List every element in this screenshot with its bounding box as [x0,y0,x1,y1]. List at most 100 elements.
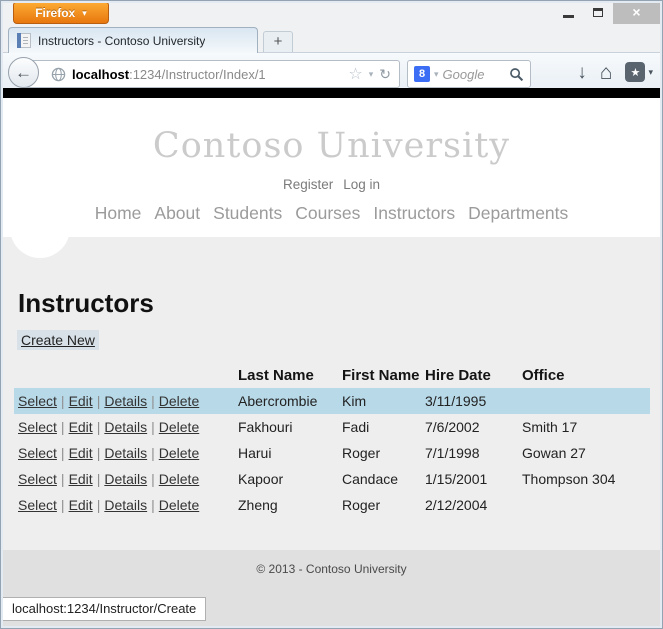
action-separator: | [60,471,65,487]
url-path: :1234/Instructor/Index/1 [129,66,266,82]
nav-item-home[interactable]: Home [94,203,142,223]
cell-office [522,492,650,518]
search-input[interactable]: Google [442,66,485,82]
cell-hire-date: 1/15/2001 [425,471,488,487]
tab-bar: Instructors - Contoso University + [0,26,663,53]
close-button[interactable]: × [613,0,660,24]
cell-office: Smith 17 [522,419,578,435]
url-host: localhost [72,66,130,82]
table-body: Select | Edit | Details | Delete Abercrombie Kim… [14,388,650,518]
table-row: Select | Edit | Details | Delete Zheng Roger 2/12… [14,492,650,518]
delete-link[interactable]: Delete [158,471,200,487]
nav-item-departments[interactable]: Departments [468,203,569,223]
globe-icon [51,67,66,81]
column-last-name: Last Name [238,367,314,384]
minimize-icon [562,15,574,18]
back-button[interactable]: ← [8,57,39,88]
maximize-button[interactable] [583,0,613,24]
chevron-down-icon: ▾ [648,66,653,77]
tab-instructors[interactable]: Instructors - Contoso University [8,27,258,53]
row-actions: Select | Edit | Details | Delete [14,440,238,466]
select-link[interactable]: Select [18,471,57,487]
table-row: Select | Edit | Details | Delete Abercrombie Kim… [14,388,650,414]
action-separator: | [151,445,155,461]
column-first-name: First Name [342,367,420,384]
row-actions: Select | Edit | Details | Delete [14,388,238,414]
edit-link[interactable]: Edit [68,393,93,409]
edit-link[interactable]: Edit [68,445,93,461]
downloads-icon[interactable]: ↓ [577,61,587,83]
cell-hire-date: 7/6/2002 [425,419,480,435]
title-bar: Firefox ▾ × [0,0,663,26]
nav-item-courses[interactable]: Courses [295,203,361,223]
page-footer: © 2013 - Contoso University [0,550,663,626]
cell-last-name: Abercrombie [238,393,318,409]
cell-first-name: Candace [342,471,399,487]
chevron-down-icon[interactable]: ▾ [434,68,439,79]
cell-hire-date: 3/11/1995 [425,393,487,409]
reload-icon[interactable]: ↻ [379,65,391,82]
details-link[interactable]: Details [104,419,148,435]
edit-link[interactable]: Edit [68,419,93,435]
page-title: Instructors [18,288,154,318]
details-link[interactable]: Details [104,393,148,409]
action-separator: | [96,445,101,461]
row-actions: Select | Edit | Details | Delete [14,466,238,492]
column-hire-date: Hire Date [425,367,491,384]
nav-item-instructors[interactable]: Instructors [373,203,456,223]
nav-item-students[interactable]: Students [213,203,283,223]
nav-item-about[interactable]: About [154,203,201,223]
minimize-button[interactable] [553,0,583,24]
bookmark-star-icon[interactable]: ☆ [348,66,363,83]
edit-link[interactable]: Edit [68,471,93,487]
site-title: Contoso University [152,126,511,166]
search-icon[interactable] [509,67,524,82]
close-icon: × [632,4,641,20]
action-separator: | [60,419,65,435]
row-actions: Select | Edit | Details | Delete [14,492,238,518]
cell-office [522,388,650,414]
action-separator: | [151,393,155,409]
table-row: Select | Edit | Details | Delete Kapoor Candace 1… [14,466,650,492]
details-link[interactable]: Details [104,445,148,461]
bookmarks-menu-button[interactable]: ★ ▾ [625,62,653,82]
select-link[interactable]: Select [18,445,57,461]
delete-link[interactable]: Delete [158,445,200,461]
address-bar[interactable]: localhost:1234/Instructor/Index/1 ☆ ▾ ↻ [24,60,400,88]
select-link[interactable]: Select [18,419,57,435]
action-separator: | [96,497,101,513]
delete-link[interactable]: Delete [158,497,200,513]
create-new-link[interactable]: Create New [17,330,99,350]
cell-last-name: Harui [238,445,272,461]
google-engine-icon[interactable]: 8 [414,66,430,82]
navigation-toolbar: ← localhost:1234/Instructor/Index/1 ☆ ▾ … [0,52,663,88]
account-link-register[interactable]: Register [282,177,334,192]
cell-office: Gowan 27 [522,445,586,461]
delete-link[interactable]: Delete [158,393,200,409]
new-tab-button[interactable]: + [263,31,293,52]
search-box[interactable]: 8 ▾ Google [407,60,531,88]
instructors-table: Last Name First Name Hire Date Office Selec… [14,363,650,518]
home-icon[interactable]: ⌂ [599,60,613,84]
action-separator: | [96,419,101,435]
select-link[interactable]: Select [18,497,57,513]
bookmarks-panel-icon: ★ [625,62,646,82]
cell-hire-date: 2/12/2004 [425,497,488,513]
firefox-menu-button[interactable]: Firefox ▾ [13,2,109,24]
maximize-icon [593,7,603,17]
account-link-log-in[interactable]: Log in [343,177,381,192]
edit-link[interactable]: Edit [68,497,93,513]
star-icon: ★ [630,66,641,79]
details-link[interactable]: Details [104,497,148,513]
action-separator: | [60,497,65,513]
cell-last-name: Kapoor [238,471,284,487]
chevron-down-icon[interactable]: ▾ [368,68,374,79]
select-link[interactable]: Select [18,393,57,409]
cell-last-name: Fakhouri [238,419,293,435]
delete-link[interactable]: Delete [158,419,200,435]
firefox-menu-label: Firefox [35,6,76,20]
details-link[interactable]: Details [104,471,148,487]
window-controls: × [553,0,660,24]
content-background [0,237,663,550]
